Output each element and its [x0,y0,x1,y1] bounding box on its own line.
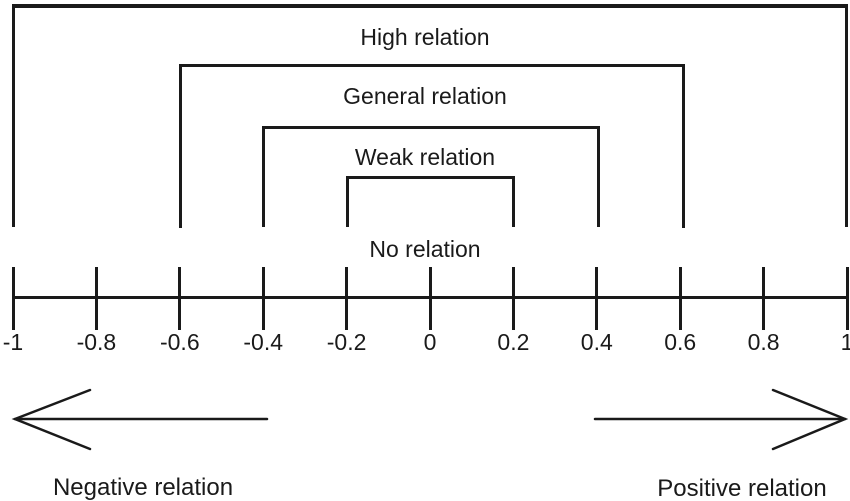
axis-tick [345,267,349,330]
high-relation-label: High relation [360,24,490,50]
axis-tick-label: 0.6 [664,329,697,355]
axis-tick [261,267,265,330]
axis-tick-label: 1 [840,329,850,355]
weak-relation-label: Weak relation [354,144,496,170]
negative-direction-arrow-icon [11,388,269,451]
axis-tick [94,267,98,330]
axis-tick-label: -1 [2,329,24,355]
axis-tick-label: 0.8 [747,329,780,355]
axis-tick-label: 0 [423,329,437,355]
axis-tick [11,267,15,330]
positive-relation-caption: Positive relation [657,475,827,501]
axis-tick [178,267,182,330]
positive-direction-arrow-icon [593,388,849,451]
axis-tick-label: -0.2 [326,329,367,355]
axis-tick-label: 0.4 [580,329,613,355]
axis-tick-label: 0.2 [497,329,530,355]
axis-tick-label: -0.6 [159,329,200,355]
no-relation-label: No relation [369,236,481,262]
general-relation-label: General relation [343,83,507,109]
axis-tick-label: -0.8 [76,329,117,355]
axis-tick [428,267,432,330]
axis-tick [511,267,515,330]
negative-relation-caption: Negative relation [52,474,234,501]
bracket-weak-relation [262,126,600,227]
axis-tick-label: -0.4 [243,329,284,355]
bracket-high-relation [12,4,848,227]
bracket-no-relation [346,176,515,227]
axis-tick [595,267,599,330]
axis-tick [762,267,766,330]
axis-tick [678,267,682,330]
bracket-general-relation [179,64,685,228]
axis-tick [845,267,849,330]
